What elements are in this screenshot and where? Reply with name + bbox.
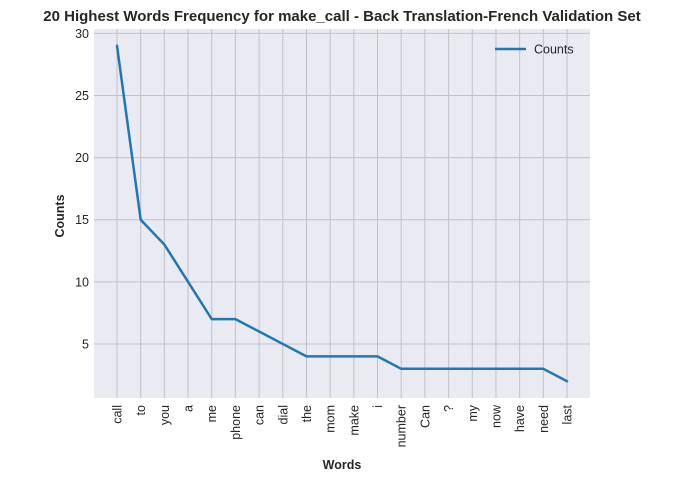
x-tick-label: dial [276,405,290,424]
x-tick-label: my [466,404,480,421]
x-tick-label: number [395,405,409,447]
series-line-counts [115,44,569,383]
y-tick-label: 10 [75,275,89,289]
grid [94,29,590,398]
y-ticks: 5 10 15 20 25 30 [75,27,89,352]
x-tick-label: now [489,404,503,428]
x-tick-label: the [300,405,314,422]
y-tick-label: 5 [82,337,89,351]
x-tick-label: Can [418,405,432,428]
y-tick-label: 20 [75,151,89,165]
y-axis-label: Counts [53,194,67,237]
x-tick-label: make [347,405,361,436]
y-tick-label: 30 [75,27,89,41]
x-axis-label: Words [323,458,362,472]
y-tick-label: 15 [75,213,89,227]
x-tick-label: need [537,405,551,433]
legend: Counts [495,43,574,57]
x-ticks: call to you a me phone can dial the mom make i numbe… [111,404,575,447]
x-tick-label: have [513,405,527,432]
legend-label-counts: Counts [534,43,574,57]
plot-background [94,29,590,398]
x-tick-label: ? [442,405,456,412]
chart-title: 20 Highest Words Frequency for make_call… [43,8,640,25]
y-tick-label: 25 [75,89,89,103]
x-tick-label: to [134,405,148,415]
x-tick-label: can [253,405,267,425]
x-tick-label: call [111,405,125,424]
x-tick-label: you [158,405,172,425]
x-tick-label: i [371,405,385,408]
x-tick-label: phone [229,405,243,440]
x-tick-label: me [205,405,219,422]
x-tick-label: a [182,405,196,412]
x-tick-label: mom [324,405,338,433]
x-tick-label: last [561,404,575,424]
